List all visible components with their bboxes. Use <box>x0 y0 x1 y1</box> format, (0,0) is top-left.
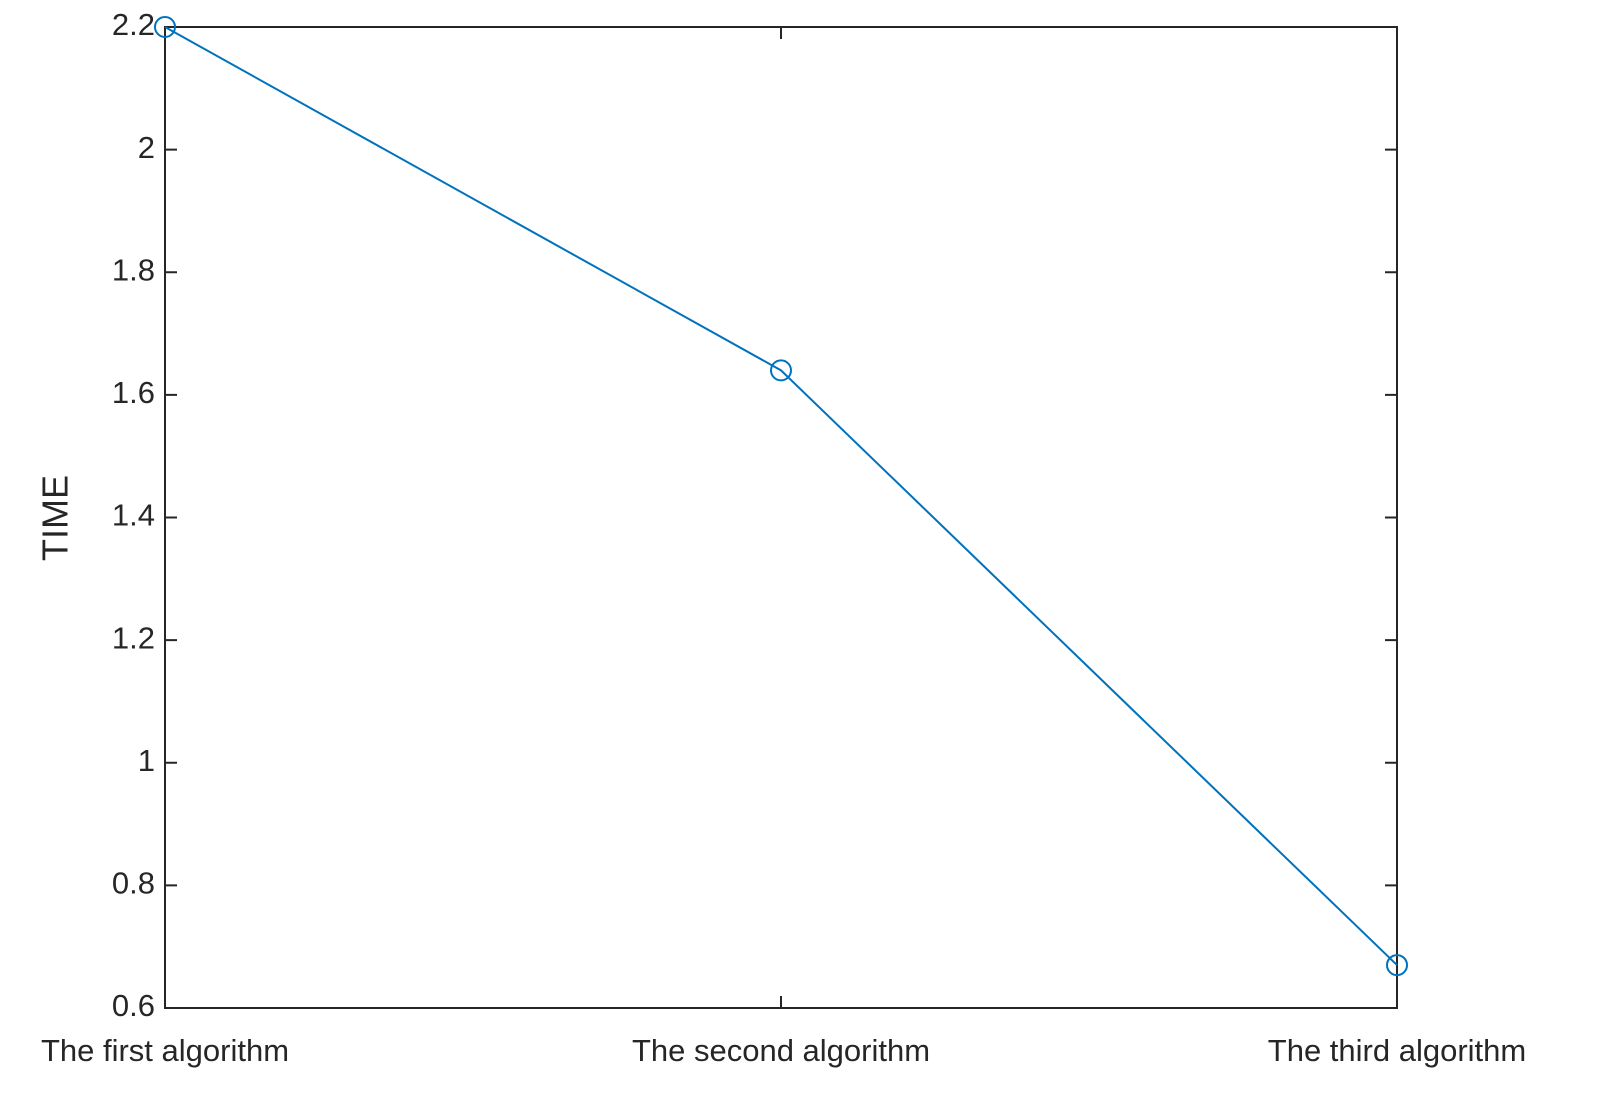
x-tick-label: The third algorithm <box>1268 1033 1526 1068</box>
x-tick-label: The first algorithm <box>41 1033 289 1068</box>
y-tick-label: 2.2 <box>112 7 155 42</box>
y-tick-label: 1.2 <box>112 620 155 655</box>
marker <box>154 16 176 38</box>
x-tick-label: The second algorithm <box>632 1033 930 1068</box>
y-tick-label: 1 <box>138 743 155 778</box>
y-tick-label: 1.8 <box>112 252 155 287</box>
y-tick-label: 1.6 <box>112 375 155 410</box>
y-tick-label: 1.4 <box>112 498 155 533</box>
y-tick-label: 0.8 <box>112 866 155 901</box>
marker <box>770 359 792 382</box>
y-tick-label: 0.6 <box>112 988 155 1023</box>
marker <box>1386 954 1408 977</box>
y-tick-label: 2 <box>138 130 155 165</box>
y-axis-label: TIME <box>35 475 76 561</box>
line <box>164 26 1398 966</box>
